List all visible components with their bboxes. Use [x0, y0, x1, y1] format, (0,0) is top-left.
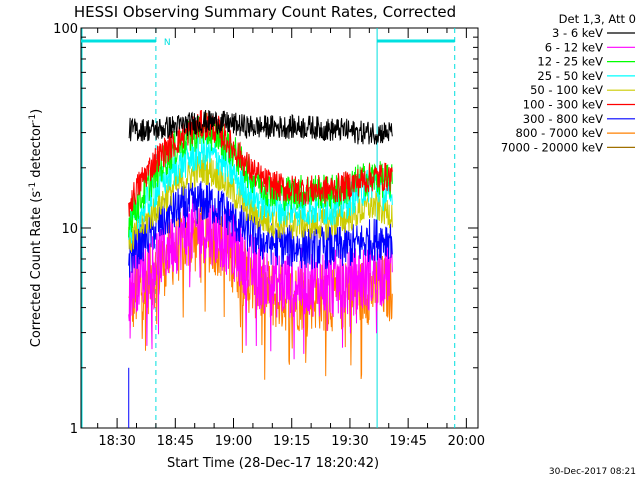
y-axis-title-end: ) — [29, 109, 44, 114]
series-layer — [128, 109, 393, 428]
y-tick-label: 100 — [53, 22, 78, 37]
x-tick-label: 19:45 — [389, 434, 426, 449]
legend-label: 3 - 6 keV — [552, 26, 603, 40]
legend-label: 800 - 7000 keV — [515, 126, 603, 140]
y-axis-title-sup1: -1 — [28, 182, 38, 191]
y-tick-label: 10 — [61, 222, 78, 237]
x-tick-label: 19:15 — [273, 434, 310, 449]
y-axis-title-sup2: -1 — [28, 114, 38, 123]
y-axis-title-main: Corrected Count Rate (s — [29, 191, 44, 348]
legend-label: 12 - 25 keV — [537, 55, 603, 69]
series-line — [128, 109, 393, 217]
footer-timestamp: 30-Dec-2017 08:21 — [549, 467, 636, 477]
x-tick-label: 19:00 — [215, 434, 252, 449]
y-axis: 1 10 100 — [53, 22, 478, 437]
legend-header: Det 1,3, Att 0 — [559, 12, 636, 26]
y-axis-title-mid: detector — [29, 122, 44, 182]
x-tick-label: 20:00 — [448, 434, 485, 449]
x-tick-label: 18:45 — [157, 434, 194, 449]
series-line — [128, 195, 393, 360]
legend-label: 7000 - 20000 keV — [501, 140, 603, 154]
x-tick-label: 18:30 — [98, 434, 135, 449]
legend-label: 50 - 100 keV — [530, 83, 603, 97]
y-tick-label: 1 — [70, 422, 78, 437]
legend-label: 6 - 12 keV — [545, 40, 603, 54]
y-axis-title: Corrected Count Rate (s-1 detector-1) — [28, 109, 44, 347]
series-line — [128, 109, 393, 145]
x-axis: 18:30 18:45 19:00 19:15 19:30 19:45 20:00 — [97, 28, 485, 449]
legend-label: 300 - 800 keV — [523, 112, 603, 126]
legend-label: 100 - 300 keV — [523, 98, 603, 112]
night-label: N — [164, 38, 171, 48]
chart-title: HESSI Observing Summary Count Rates, Cor… — [74, 3, 456, 21]
legend-label: 25 - 50 keV — [537, 69, 603, 83]
x-tick-label: 19:30 — [331, 434, 368, 449]
x-axis-title: Start Time (28-Dec-17 18:20:42) — [167, 456, 379, 471]
series-line — [128, 181, 393, 278]
series-line — [128, 154, 393, 252]
